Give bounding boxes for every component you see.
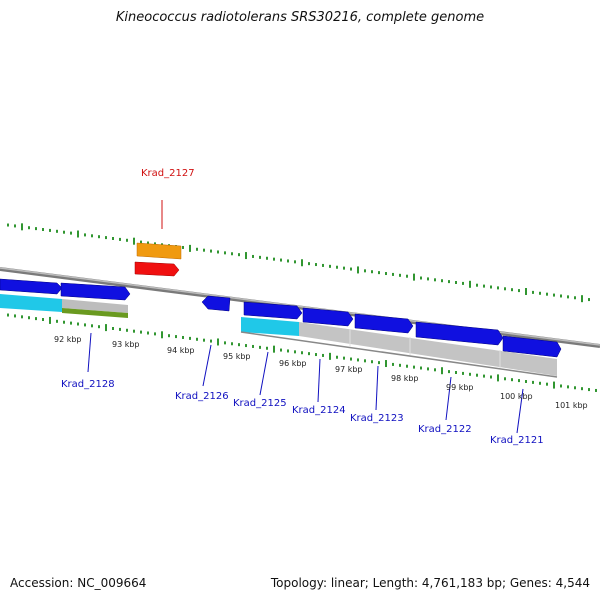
label-leader-lines (87, 200, 524, 434)
scale-label: 93 kbp (112, 340, 140, 349)
gene-label-krad-2128[interactable]: Krad_2128 (61, 379, 115, 390)
accession-text: Accession: NC_009664 (10, 576, 147, 590)
cyan-track-right (241, 317, 299, 336)
red-feature-krad-2127[interactable] (134, 261, 180, 277)
genome-title: Kineococcus radiotolerans SRS30216, comp… (115, 10, 485, 25)
scale-label: 96 kbp (279, 359, 307, 368)
scale-label: 95 kbp (223, 352, 251, 361)
cyan-track-left (0, 294, 62, 312)
orange-feature[interactable] (136, 242, 182, 260)
gene-arrow-krad-2126[interactable] (201, 295, 231, 312)
gene-arrow-left-1[interactable] (0, 278, 63, 295)
gene-label-krad-2123[interactable]: Krad_2123 (350, 413, 404, 424)
scale-label: 100 kbp (500, 392, 533, 401)
upper-scale-ticks (7, 223, 590, 303)
gene-label-krad-2126[interactable]: Krad_2126 (175, 391, 229, 402)
gene-label-krad-2125[interactable]: Krad_2125 (233, 398, 287, 409)
gene-label-krad-2127[interactable]: Krad_2127 (141, 168, 195, 179)
scale-label: 92 kbp (54, 335, 82, 344)
lower-scale-ticks (7, 313, 597, 392)
gene-label-krad-2121[interactable]: Krad_2121 (490, 435, 544, 446)
gene-arrow-krad-2125[interactable] (243, 301, 303, 320)
gene-label-krad-2124[interactable]: Krad_2124 (292, 405, 346, 416)
scale-label: 98 kbp (391, 374, 419, 383)
gene-arrow-krad-2121[interactable] (502, 335, 562, 358)
scale-label: 94 kbp (167, 346, 195, 355)
scale-label: 99 kbp (446, 383, 474, 392)
genome-summary-text: Topology: linear; Length: 4,761,183 bp; … (270, 576, 590, 590)
gray-track-right (299, 322, 557, 376)
scale-label: 101 kbp (555, 401, 588, 410)
olive-track-left (62, 308, 128, 318)
scale-labels: 92 kbp 93 kbp 94 kbp 95 kbp 96 kbp 97 kb… (54, 335, 588, 410)
gray-track-left (62, 299, 128, 313)
gene-arrow-krad-2124[interactable] (302, 307, 354, 327)
gene-arrow-krad-2128[interactable] (60, 282, 131, 301)
scale-label: 97 kbp (335, 365, 363, 374)
gene-arrow-krad-2123[interactable] (354, 313, 414, 334)
gene-labels: Krad_2127 Krad_2128 Krad_2126 Krad_2125 … (61, 168, 544, 446)
gene-label-krad-2122[interactable]: Krad_2122 (418, 424, 472, 435)
track-outline (240, 329, 558, 378)
gene-arrow-krad-2122[interactable] (415, 321, 504, 346)
